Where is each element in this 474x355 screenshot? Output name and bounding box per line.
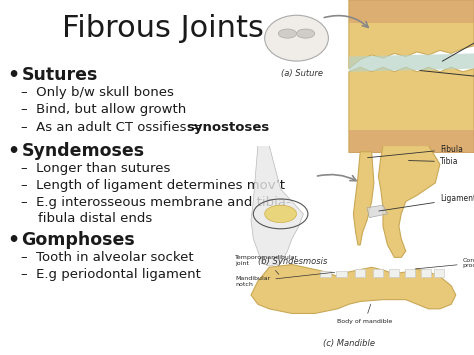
Bar xyxy=(389,269,399,277)
Circle shape xyxy=(264,205,297,223)
Text: Syndemoses: Syndemoses xyxy=(21,142,145,160)
Text: fibula distal ends: fibula distal ends xyxy=(21,212,153,225)
Bar xyxy=(337,271,346,277)
Text: Fibrous Joints: Fibrous Joints xyxy=(62,14,264,43)
Polygon shape xyxy=(349,130,474,153)
Text: Tibia: Tibia xyxy=(409,157,458,166)
Polygon shape xyxy=(349,53,474,72)
Text: –  Length of ligament determines mov’t: – Length of ligament determines mov’t xyxy=(21,179,285,192)
Bar xyxy=(405,269,415,277)
Text: (a) Suture: (a) Suture xyxy=(281,69,323,78)
Text: –  E.g periodontal ligament: – E.g periodontal ligament xyxy=(21,268,201,282)
Text: –  Bind, but allow growth: – Bind, but allow growth xyxy=(21,103,187,116)
Text: –  Longer than sutures: – Longer than sutures xyxy=(21,162,171,175)
Text: •: • xyxy=(7,231,19,251)
Bar xyxy=(355,269,365,277)
Bar xyxy=(320,271,331,277)
Text: Dense
fibrous
connective
tissue: Dense fibrous connective tissue xyxy=(442,12,474,61)
Ellipse shape xyxy=(278,29,297,38)
Text: –  As an adult CT ossifies =: – As an adult CT ossifies = xyxy=(21,121,206,134)
Text: –  Tooth in alveolar socket: – Tooth in alveolar socket xyxy=(21,251,194,264)
Bar xyxy=(373,269,383,277)
Text: –  Only b/w skull bones: – Only b/w skull bones xyxy=(21,86,174,99)
Polygon shape xyxy=(251,146,303,266)
Bar xyxy=(434,269,445,277)
Text: Body of mandible: Body of mandible xyxy=(337,304,393,324)
Text: (b) Syndesmosis: (b) Syndesmosis xyxy=(258,257,327,266)
Text: Gomphoses: Gomphoses xyxy=(21,231,135,250)
Bar xyxy=(420,269,431,277)
Text: Fibula: Fibula xyxy=(367,145,463,158)
Text: Temporomandibular
joint: Temporomandibular joint xyxy=(235,255,298,274)
Polygon shape xyxy=(354,152,374,245)
Text: Sutures: Sutures xyxy=(21,66,98,84)
Polygon shape xyxy=(251,264,456,313)
Ellipse shape xyxy=(264,15,328,61)
Polygon shape xyxy=(367,205,388,218)
Text: –  E.g interosseous membrane and tibia-: – E.g interosseous membrane and tibia- xyxy=(21,196,291,209)
Text: Ligament: Ligament xyxy=(379,195,474,211)
Text: (c) Mandible: (c) Mandible xyxy=(323,339,375,348)
Text: synostoses: synostoses xyxy=(187,121,270,134)
Polygon shape xyxy=(349,0,474,69)
Text: •: • xyxy=(7,66,19,85)
Text: •: • xyxy=(7,142,19,161)
Polygon shape xyxy=(349,0,474,23)
Polygon shape xyxy=(378,146,440,257)
Text: Mandibular
notch: Mandibular notch xyxy=(235,272,335,287)
Ellipse shape xyxy=(297,29,315,38)
Polygon shape xyxy=(349,67,474,153)
Text: Suture
line: Suture line xyxy=(420,71,474,85)
Text: Coronoid
process: Coronoid process xyxy=(415,257,474,269)
